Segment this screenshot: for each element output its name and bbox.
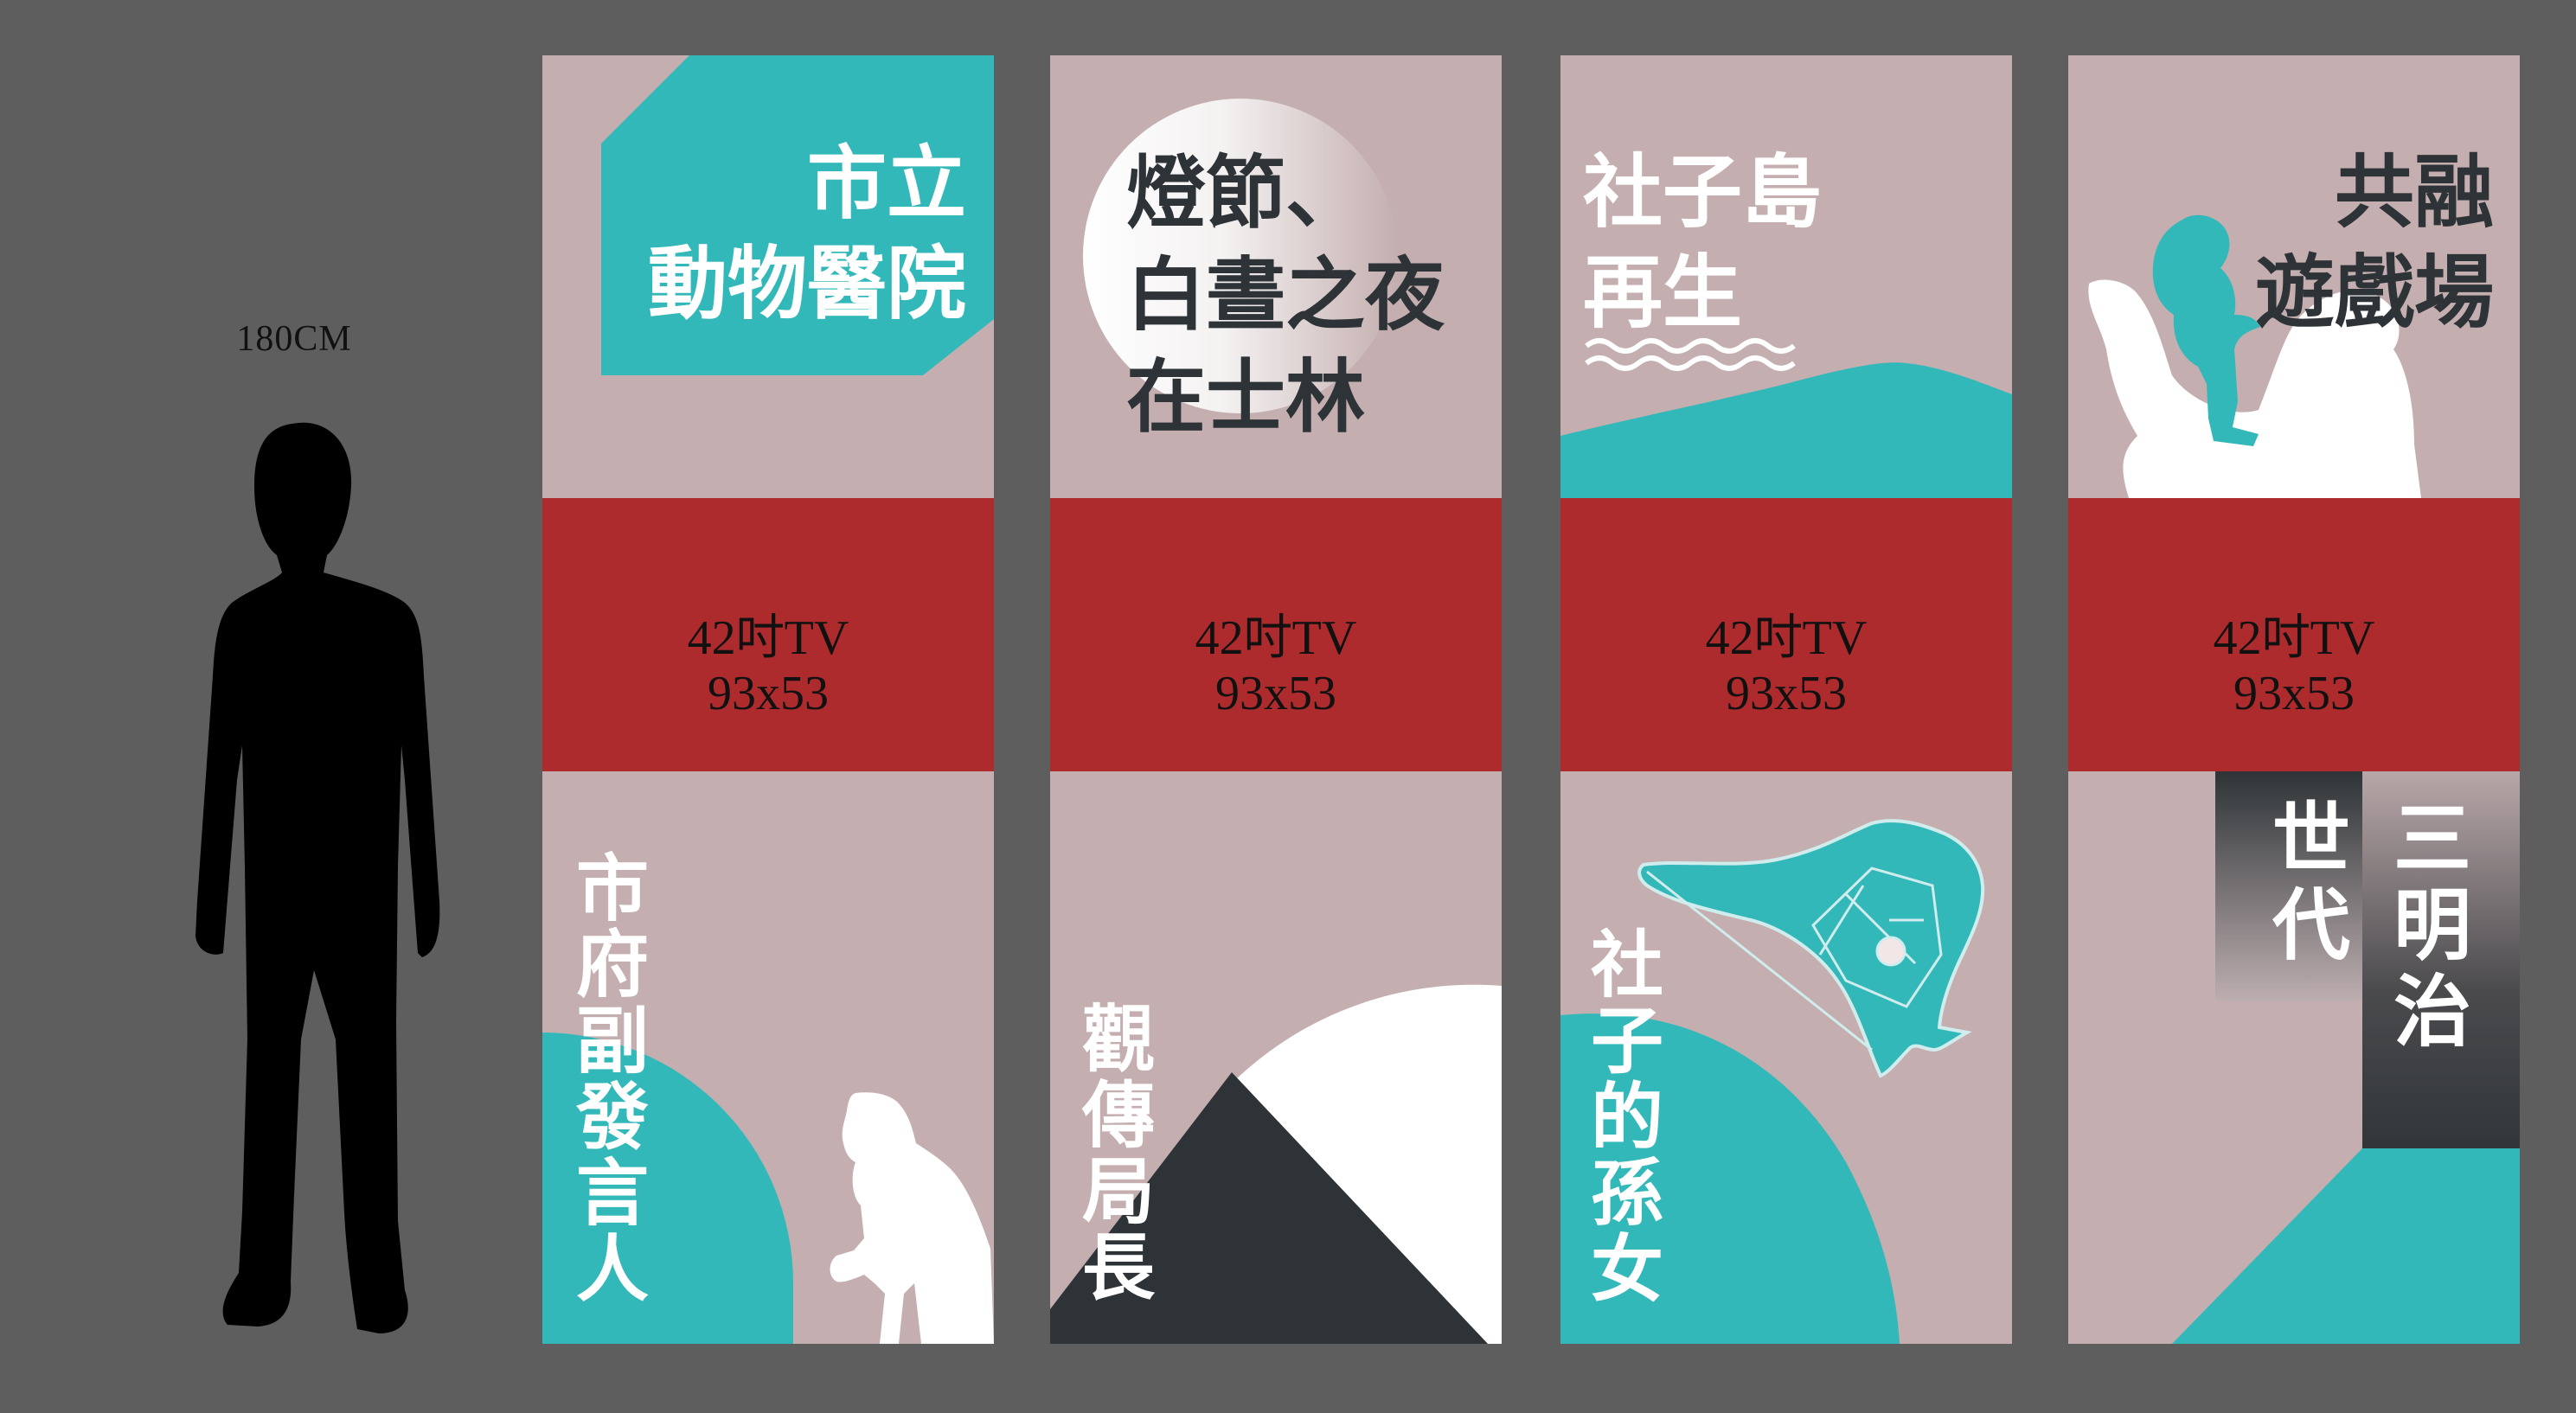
teal-semicircle <box>1560 1013 1900 1344</box>
banner-title: 燈節、 白晝之夜 在士林 <box>1126 146 1445 444</box>
tv-size-label: 42吋TV 93x53 <box>1705 611 1868 720</box>
moon-circle <box>1083 99 1398 413</box>
gradient-box-left <box>2215 771 2362 1001</box>
wave-lines <box>1585 338 1796 371</box>
island-map <box>1637 819 1985 1078</box>
child-silhouette <box>2152 214 2260 446</box>
dog-silhouette <box>830 1092 994 1344</box>
vertical-caption-col1: 三明治 <box>2393 793 2471 1058</box>
gradient-box-right <box>2362 771 2520 1173</box>
dark-triangle <box>1050 1072 1488 1344</box>
parent-silhouette <box>2088 279 2421 498</box>
vertical-caption-col2: 世代 <box>2272 793 2350 971</box>
banner-title: 共融 遊戲場 <box>2254 145 2494 339</box>
vertical-caption: 市府副發言人 <box>575 846 649 1312</box>
tv-placeholder <box>2068 498 2520 771</box>
tv-placeholder <box>542 498 994 771</box>
banner-animal-hospital: 市立 動物醫院 42吋TV 93x53 市府副發言人 <box>542 55 994 1344</box>
teal-shape <box>601 55 994 375</box>
teal-hill <box>1560 362 2012 498</box>
tv-size-label: 42吋TV 93x53 <box>2213 611 2375 720</box>
tv-placeholder <box>1050 498 1502 771</box>
tv-size-label: 42吋TV 93x53 <box>687 611 849 720</box>
banner-lantern-festival: 燈節、 白晝之夜 在士林 42吋TV 93x53 觀傳局長 <box>1050 55 1502 1344</box>
height-label: 180CM <box>236 319 352 359</box>
banner-inclusive-playground: 共融 遊戲場 42吋TV 93x53 三明治 世代 <box>2068 55 2520 1344</box>
island-streets <box>1646 866 1943 1052</box>
teal-triangle <box>2172 1148 2520 1344</box>
island-marker <box>1875 936 1906 967</box>
vertical-caption: 觀傳局長 <box>1081 996 1155 1310</box>
banner-shezi-island: 社子島 再生 42吋TV 93x53 社子的孫女 <box>1560 55 2012 1344</box>
teal-semicircle <box>542 1033 793 1344</box>
tv-placeholder <box>1560 498 2012 771</box>
human-silhouette <box>195 422 440 1333</box>
banner-title: 市立 動物醫院 <box>647 137 966 330</box>
tv-size-label: 42吋TV 93x53 <box>1195 611 1357 720</box>
banner-title: 社子島 再生 <box>1583 145 1823 339</box>
vertical-caption: 社子的孫女 <box>1590 922 1663 1312</box>
